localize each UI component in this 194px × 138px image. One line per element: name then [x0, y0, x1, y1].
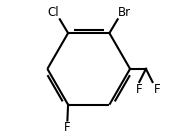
- Text: Cl: Cl: [48, 6, 59, 19]
- Text: F: F: [136, 83, 143, 96]
- Text: F: F: [154, 83, 160, 96]
- Text: F: F: [64, 121, 71, 134]
- Text: Br: Br: [118, 6, 132, 19]
